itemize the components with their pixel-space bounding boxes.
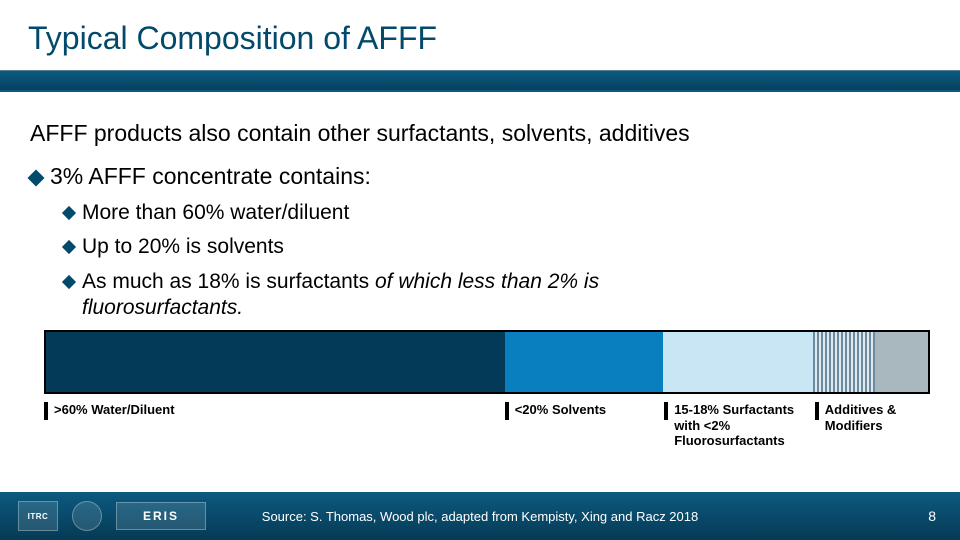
page-title: Typical Composition of AFFF <box>28 20 437 57</box>
bar-labels: >60% Water/Diluent <20% Solvents 15-18% … <box>44 402 930 449</box>
bullet-text: Up to 20% is solvents <box>82 234 284 260</box>
bar-label: <20% Solvents <box>505 402 664 449</box>
bar-label: Additives & Modifiers <box>815 402 930 449</box>
body-content: AFFF products also contain other surfact… <box>30 120 930 329</box>
bullet-text-italic: of which less than 2% is <box>375 270 599 293</box>
bar-label-text: Additives & Modifiers <box>825 402 930 433</box>
bullet-level2: More than 60% water/diluent <box>64 200 930 226</box>
tick-icon <box>664 402 668 420</box>
bar-label-text: 15-18% Surfactants with <2% Fluorosurfac… <box>674 402 815 449</box>
logo-text: ERIS <box>143 509 179 523</box>
bar-segment-solvents <box>505 332 664 392</box>
bar-label-text: <20% Solvents <box>515 402 606 418</box>
sub-bullet-list: More than 60% water/diluent Up to 20% is… <box>64 200 930 321</box>
bar-segment-surfactants <box>663 332 813 392</box>
logo-ecos <box>72 501 102 531</box>
bar-segment-additives-solid <box>875 332 928 392</box>
footer: ITRC ERIS Source: S. Thomas, Wood plc, a… <box>0 492 960 540</box>
bar-label: 15-18% Surfactants with <2% Fluorosurfac… <box>664 402 815 449</box>
intro-text: AFFF products also contain other surfact… <box>30 120 930 147</box>
logo-text: ITRC <box>28 512 49 521</box>
diamond-icon <box>28 170 45 187</box>
diamond-icon <box>62 206 76 220</box>
slide: Typical Composition of AFFF AFFF product… <box>0 0 960 540</box>
source-citation: Source: S. Thomas, Wood plc, adapted fro… <box>262 509 698 524</box>
bullet-text-plain: As much as 18% is surfactants <box>82 270 375 293</box>
header-band <box>0 70 960 90</box>
bullet-level2: Up to 20% is solvents <box>64 234 930 260</box>
composition-chart: >60% Water/Diluent <20% Solvents 15-18% … <box>44 330 930 449</box>
bar-label: >60% Water/Diluent <box>44 402 505 449</box>
logo-itrc: ITRC <box>18 501 58 531</box>
diamond-icon <box>62 274 76 288</box>
bar-label-text: >60% Water/Diluent <box>54 402 175 418</box>
bullet-level2: As much as 18% is surfactants of which l… <box>64 269 930 322</box>
bullet-text-italic: fluorosurfactants. <box>82 296 243 319</box>
logo-box: ITRC <box>18 501 58 531</box>
tick-icon <box>815 402 819 420</box>
bar-segment-water <box>46 332 505 392</box>
header: Typical Composition of AFFF <box>0 0 960 100</box>
logo-box: ERIS <box>116 502 206 530</box>
logo-box <box>72 501 102 531</box>
logo-eris: ERIS <box>116 502 206 530</box>
page-number: 8 <box>928 508 936 524</box>
tick-icon <box>44 402 48 420</box>
bullet-text: More than 60% water/diluent <box>82 200 349 226</box>
diamond-icon <box>62 240 76 254</box>
stacked-bar <box>44 330 930 394</box>
bullet-text: 3% AFFF concentrate contains: <box>50 163 371 190</box>
header-underline <box>0 90 960 92</box>
bar-segment-additives-stripe <box>813 332 875 392</box>
tick-icon <box>505 402 509 420</box>
bullet-level1: 3% AFFF concentrate contains: <box>30 163 930 190</box>
bullet-text: As much as 18% is surfactants of which l… <box>82 269 599 322</box>
